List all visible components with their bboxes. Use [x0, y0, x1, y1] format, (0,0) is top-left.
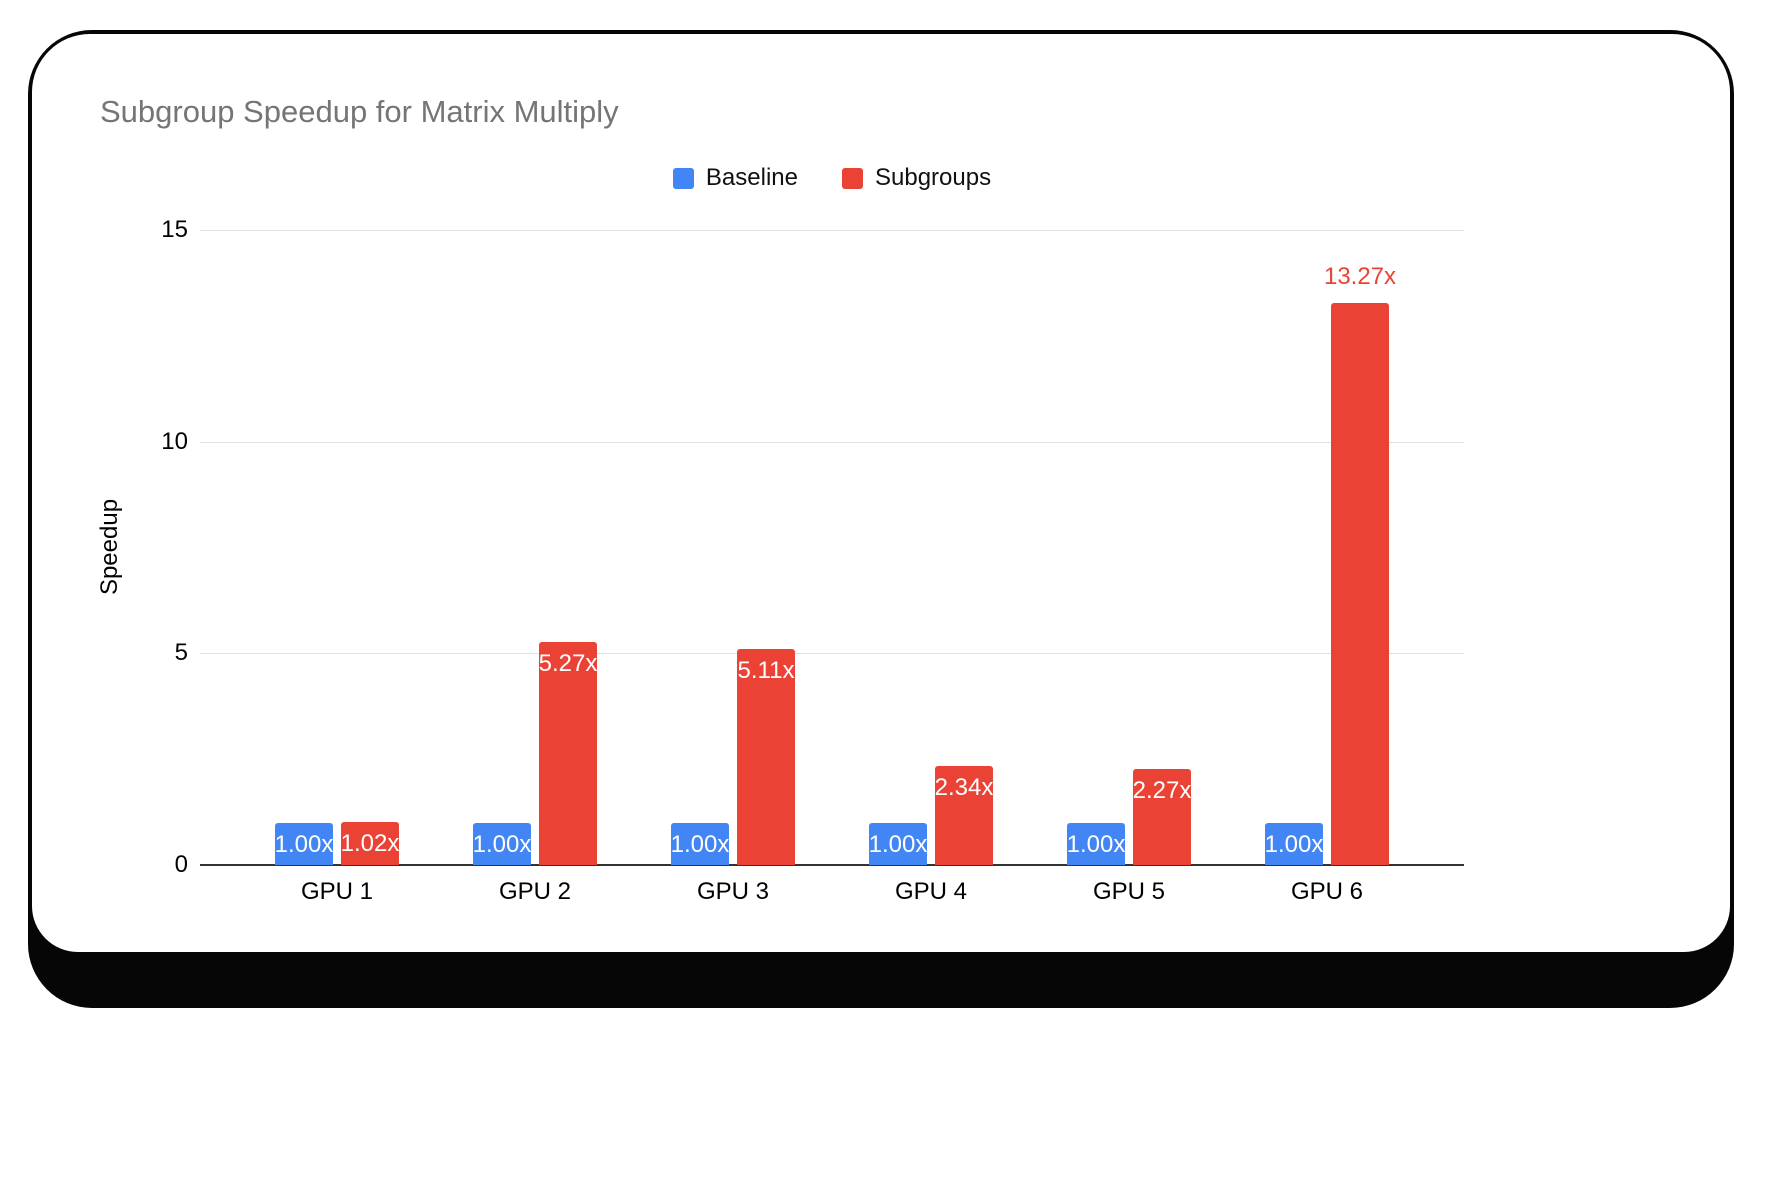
legend-item-subgroups: Subgroups	[841, 164, 992, 192]
bar-value-label-baseline-gpu-2: 1.00x	[472, 830, 532, 858]
bar-baseline-gpu-4	[869, 822, 927, 865]
y-tick-label: 15	[161, 216, 188, 243]
bar-subgroups-gpu-2	[539, 641, 597, 865]
chart-card: Subgroup Speedup for Matrix Multiply Bas…	[32, 34, 1730, 952]
legend-label-baseline: Baseline	[705, 164, 798, 191]
bar-value-label-subgroups-gpu-2: 5.27x	[538, 649, 598, 677]
gridline	[200, 441, 1464, 443]
x-axis-label-gpu-2: GPU 2	[498, 878, 572, 905]
x-axis-label-gpu-1: GPU 1	[300, 878, 374, 905]
bar-subgroups-gpu-5	[1133, 768, 1191, 865]
plot-area: 0 5 10 15 GPU 1 1.00x 1.02x GPU 2 1.00x 5.27x GPU …	[161, 216, 1464, 905]
bar-value-label-subgroups-gpu-3: 5.11x	[737, 656, 795, 684]
bar-value-label-baseline-gpu-6: 1.00x	[1264, 830, 1324, 858]
bar-value-label-subgroups-gpu-6: 13.27x	[1323, 263, 1397, 291]
x-axis-label-gpu-3: GPU 3	[696, 878, 770, 905]
bar-subgroups-gpu-3	[737, 648, 795, 865]
card-frame: Subgroup Speedup for Matrix Multiply Bas…	[28, 30, 1734, 1008]
bar-value-label-subgroups-gpu-1: 1.02x	[340, 830, 400, 858]
legend-item-baseline: Baseline	[672, 164, 798, 192]
x-axis-label-gpu-6: GPU 6	[1290, 878, 1364, 905]
x-axis-line	[200, 864, 1464, 866]
legend-label-subgroups: Subgroups	[874, 164, 992, 191]
bar-baseline-gpu-6	[1265, 822, 1323, 865]
bar-baseline-gpu-5	[1067, 822, 1125, 865]
bar-baseline-gpu-2	[473, 822, 531, 865]
bar-value-label-baseline-gpu-1: 1.00x	[274, 830, 334, 858]
y-tick-label: 5	[174, 639, 188, 667]
gridline	[200, 653, 1464, 655]
x-axis-label-gpu-5: GPU 5	[1092, 878, 1166, 905]
gridline	[200, 230, 1464, 231]
x-axis-label-gpu-4: GPU 4	[894, 878, 968, 905]
bar-subgroups-gpu-1	[341, 821, 399, 865]
bar-baseline-gpu-3	[671, 822, 729, 865]
bar-subgroups-gpu-4	[935, 765, 993, 865]
bar-value-label-subgroups-gpu-4: 2.34x	[934, 773, 994, 801]
bar-subgroups-gpu-6	[1331, 303, 1389, 865]
bar-value-label-subgroups-gpu-5: 2.27x	[1132, 776, 1192, 804]
y-axis-title: Speedup	[96, 498, 123, 596]
legend: Baseline Subgroups	[200, 164, 1464, 192]
baseline-swatch-icon	[672, 167, 694, 189]
bar-value-label-baseline-gpu-4: 1.00x	[868, 830, 928, 858]
subgroups-swatch-icon	[841, 167, 863, 189]
chart-title: Subgroup Speedup for Matrix Multiply	[100, 94, 619, 129]
bar-baseline-gpu-1	[275, 822, 333, 865]
y-tick-label: 10	[161, 427, 188, 455]
bar-value-label-baseline-gpu-5: 1.00x	[1066, 830, 1126, 858]
bar-value-label-baseline-gpu-3: 1.00x	[670, 830, 730, 858]
y-tick-label: 0	[174, 851, 188, 878]
